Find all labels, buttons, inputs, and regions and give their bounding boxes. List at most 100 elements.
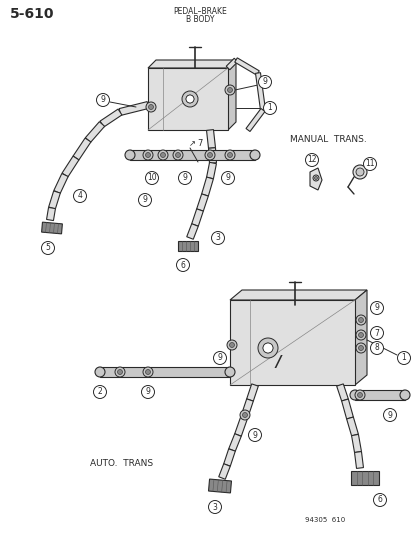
Text: 4: 4 <box>77 191 82 200</box>
Circle shape <box>229 343 234 348</box>
Circle shape <box>355 168 363 176</box>
Polygon shape <box>350 471 378 485</box>
Text: 9: 9 <box>225 174 230 182</box>
Text: B BODY: B BODY <box>185 14 214 23</box>
Circle shape <box>226 340 236 350</box>
Polygon shape <box>351 434 361 453</box>
Circle shape <box>370 327 382 340</box>
Circle shape <box>182 91 197 107</box>
Polygon shape <box>208 479 231 493</box>
Circle shape <box>224 367 235 377</box>
Text: 10: 10 <box>147 174 157 182</box>
Circle shape <box>145 369 150 375</box>
Polygon shape <box>218 464 230 479</box>
Text: 9: 9 <box>145 387 150 397</box>
Polygon shape <box>41 222 62 234</box>
Circle shape <box>74 190 86 203</box>
Circle shape <box>314 176 317 180</box>
Circle shape <box>305 154 318 166</box>
Circle shape <box>258 76 271 88</box>
Polygon shape <box>46 207 55 221</box>
Text: 6: 6 <box>377 496 382 505</box>
Circle shape <box>148 104 153 109</box>
Polygon shape <box>255 72 265 110</box>
Polygon shape <box>234 417 247 436</box>
Polygon shape <box>228 434 241 451</box>
Polygon shape <box>230 300 354 385</box>
Circle shape <box>399 390 409 400</box>
Polygon shape <box>354 451 363 469</box>
Circle shape <box>224 150 235 160</box>
Circle shape <box>396 351 410 365</box>
Circle shape <box>262 343 272 353</box>
Polygon shape <box>354 290 366 385</box>
Circle shape <box>208 500 221 513</box>
Text: 3: 3 <box>212 503 217 512</box>
Circle shape <box>355 343 365 353</box>
Circle shape <box>185 95 194 103</box>
Circle shape <box>382 408 396 422</box>
Text: 7: 7 <box>374 328 379 337</box>
Circle shape <box>221 172 234 184</box>
Polygon shape <box>201 177 213 196</box>
Text: 9: 9 <box>387 410 392 419</box>
Polygon shape <box>49 191 60 209</box>
Circle shape <box>211 231 224 245</box>
Polygon shape <box>85 122 104 142</box>
Circle shape <box>257 338 277 358</box>
Polygon shape <box>223 449 235 466</box>
Circle shape <box>312 175 318 181</box>
Text: 94305  610: 94305 610 <box>304 517 344 523</box>
Text: MANUAL  TRANS.: MANUAL TRANS. <box>289 135 366 144</box>
Circle shape <box>240 410 249 420</box>
Circle shape <box>358 318 363 322</box>
Circle shape <box>242 413 247 417</box>
Polygon shape <box>147 68 228 130</box>
Circle shape <box>145 152 150 157</box>
Circle shape <box>207 152 212 157</box>
Text: AUTO.  TRANS: AUTO. TRANS <box>90 458 153 467</box>
Text: 1: 1 <box>267 103 272 112</box>
Text: 11: 11 <box>364 159 374 168</box>
Polygon shape <box>245 109 264 132</box>
Circle shape <box>352 165 366 179</box>
Polygon shape <box>178 241 197 251</box>
Polygon shape <box>240 399 253 419</box>
Circle shape <box>354 390 364 400</box>
Polygon shape <box>196 194 208 211</box>
Circle shape <box>178 172 191 184</box>
Circle shape <box>93 385 106 399</box>
Polygon shape <box>54 174 68 193</box>
Polygon shape <box>62 156 79 177</box>
Polygon shape <box>186 224 198 239</box>
Polygon shape <box>119 102 149 116</box>
Polygon shape <box>206 163 216 179</box>
Text: 2: 2 <box>97 387 102 397</box>
Circle shape <box>263 101 276 115</box>
Text: 9: 9 <box>374 303 379 312</box>
Polygon shape <box>100 109 122 127</box>
Circle shape <box>146 102 156 112</box>
Text: $\nearrow$7: $\nearrow$7 <box>186 136 203 148</box>
Text: 6: 6 <box>180 261 185 270</box>
Text: 9: 9 <box>100 95 105 104</box>
Polygon shape <box>191 209 203 226</box>
Circle shape <box>158 150 168 160</box>
Circle shape <box>141 385 154 399</box>
Circle shape <box>41 241 55 254</box>
Circle shape <box>373 494 386 506</box>
Polygon shape <box>230 290 366 300</box>
Polygon shape <box>228 60 235 130</box>
Circle shape <box>355 315 365 325</box>
Circle shape <box>145 172 158 184</box>
Circle shape <box>185 95 194 103</box>
Circle shape <box>96 93 109 107</box>
Text: 12: 12 <box>306 156 316 165</box>
Text: 8: 8 <box>374 343 378 352</box>
Circle shape <box>142 367 153 377</box>
Text: 3: 3 <box>215 233 220 243</box>
Circle shape <box>249 150 259 160</box>
Circle shape <box>355 330 365 340</box>
Circle shape <box>358 333 363 337</box>
Circle shape <box>227 87 232 93</box>
